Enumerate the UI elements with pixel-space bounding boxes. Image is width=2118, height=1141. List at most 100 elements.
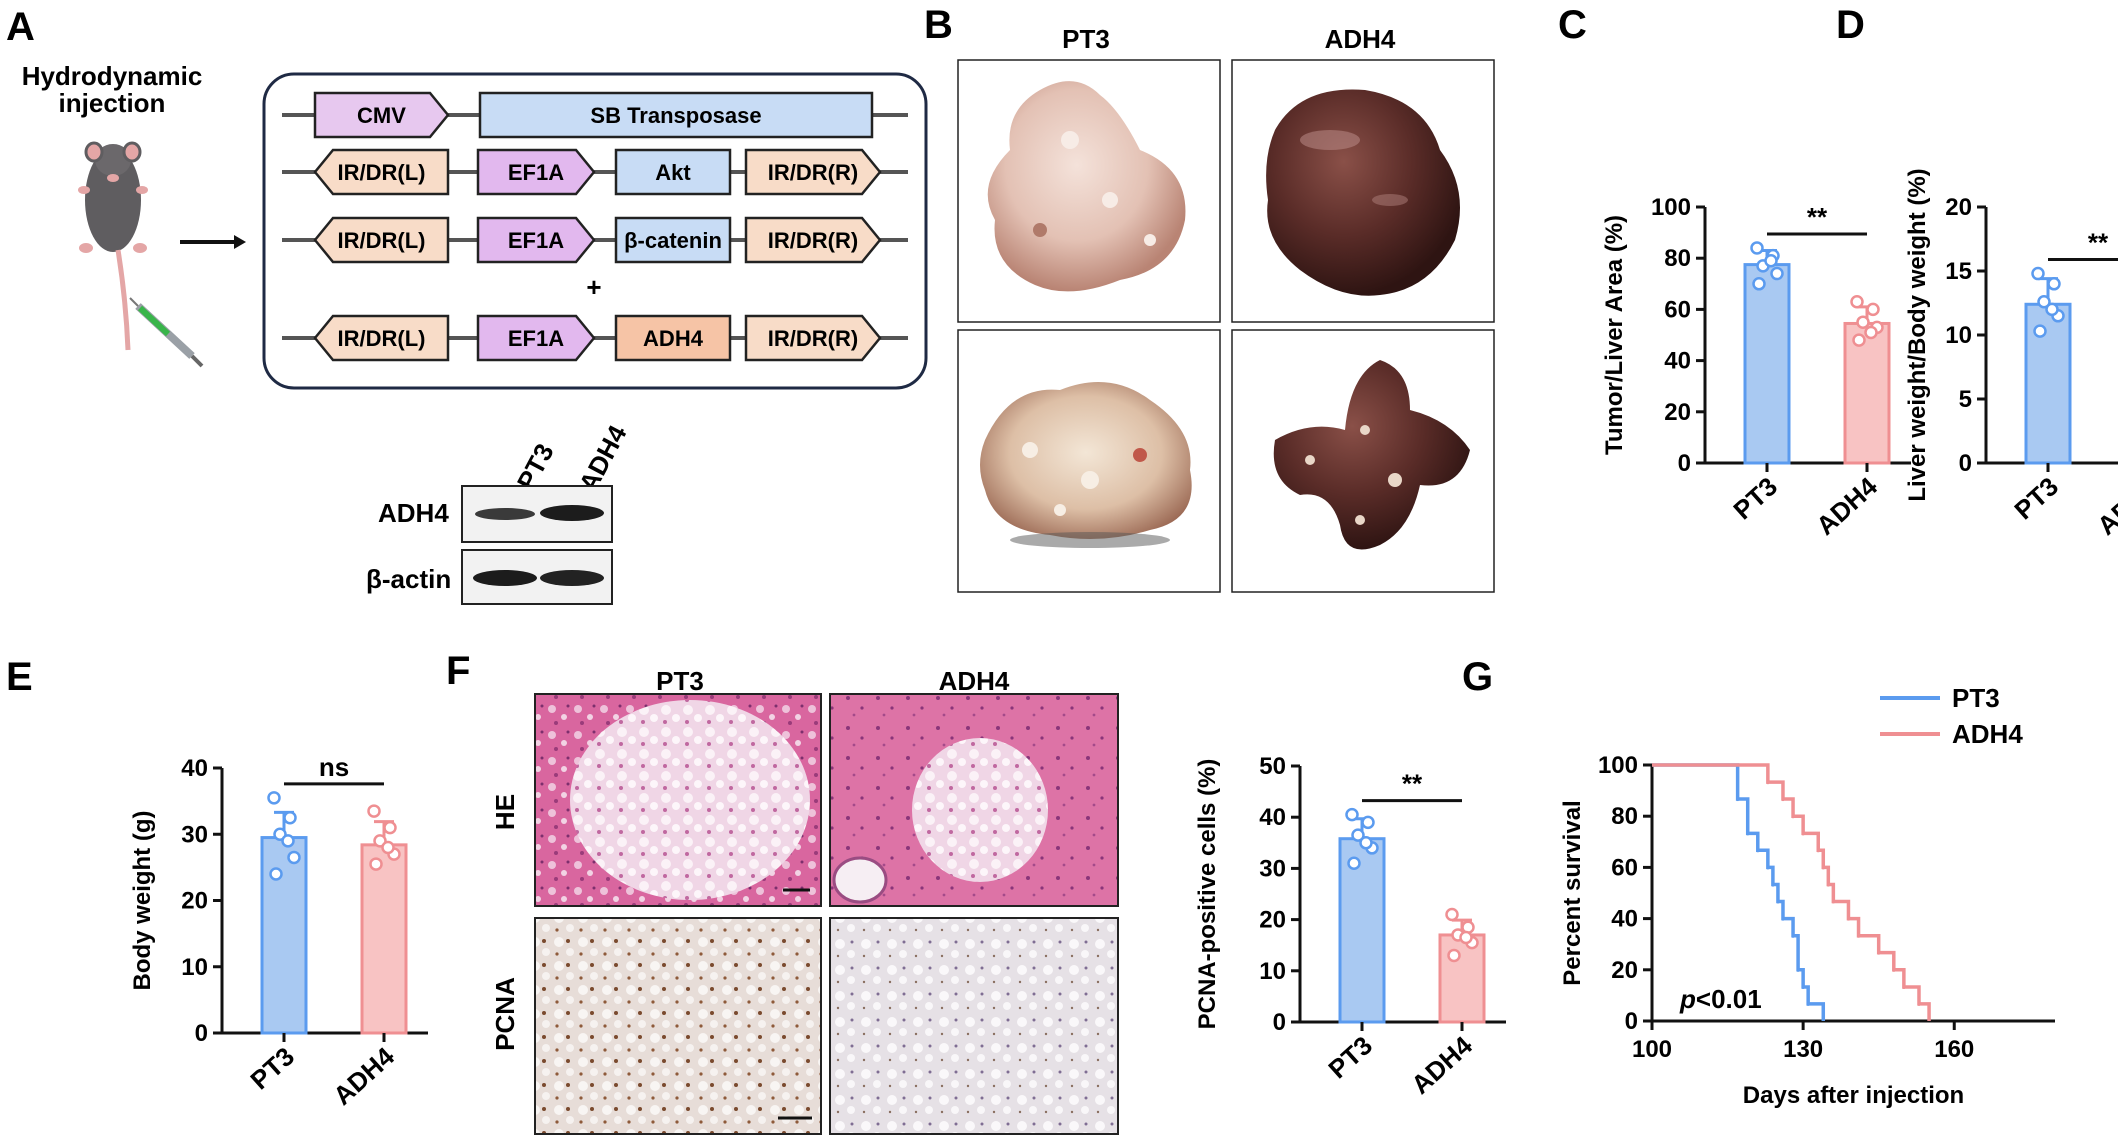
- construct-element-label: ADH4: [643, 326, 704, 351]
- data-point: [283, 810, 297, 825]
- data-point: [1447, 948, 1461, 963]
- data-point: [1864, 325, 1878, 340]
- construct-element: [744, 314, 882, 362]
- data-point: [2033, 324, 2047, 338]
- panel-d-label: D: [1836, 3, 1865, 47]
- panel-f-row-he: HE: [490, 794, 520, 830]
- data-point: [1770, 266, 1784, 281]
- legend-label-pt3: PT3: [1952, 683, 2000, 713]
- syringe-icon: [129, 297, 204, 368]
- construct-element: [313, 148, 450, 196]
- panel-f-label: F: [446, 649, 470, 693]
- y-tick-label: 15: [1945, 258, 1972, 285]
- x-tick-label: PT3: [2009, 471, 2065, 525]
- construct-element: [614, 314, 732, 362]
- construct-element-label: EF1A: [508, 228, 564, 253]
- x-tick-label: ADH4: [1405, 1030, 1478, 1100]
- injection-label-line2: injection: [59, 88, 166, 118]
- construct-element: [476, 314, 596, 362]
- construct-element: [614, 216, 732, 264]
- construct-element-label: β-catenin: [624, 228, 722, 253]
- panel-f-col-adh4: ADH4: [939, 666, 1010, 696]
- construct-element-label: IR/DR(R): [768, 160, 858, 185]
- liver-photo-adh4-top: [1266, 89, 1460, 296]
- legend-label-adh4: ADH4: [1952, 719, 2023, 749]
- construct-frame: [262, 72, 928, 390]
- liver-photo-pt3-top: [987, 81, 1186, 292]
- data-point: [1445, 907, 1459, 922]
- mouse-icon: [78, 141, 148, 351]
- y-tick-label: 20: [1611, 957, 1638, 984]
- data-point: [1361, 815, 1375, 830]
- data-point: [2047, 277, 2061, 291]
- construct-element: [744, 148, 882, 196]
- data-point: [1752, 277, 1766, 291]
- blot-row-adh4: ADH4: [378, 498, 449, 528]
- y-tick-label: 0: [1959, 450, 1972, 477]
- liver-photo-adh4-bottom: [1273, 360, 1470, 550]
- y-tick-label: 20: [1664, 399, 1691, 426]
- data-point: [1852, 333, 1866, 347]
- significance-label: ns: [319, 752, 349, 782]
- y-axis-label: Liver weight/Body weight (%): [1904, 168, 1931, 501]
- arrow-icon: [180, 235, 246, 249]
- panel-g-label: G: [1462, 655, 1493, 699]
- x-tick-label: ADH4: [1810, 471, 1883, 541]
- bar-pt3: [1743, 263, 1791, 465]
- y-tick-label: 40: [1664, 348, 1691, 375]
- bar-adh4: [360, 843, 408, 1035]
- panel-c-label: C: [1558, 3, 1587, 47]
- panel-f-row-pcna: PCNA: [490, 977, 520, 1051]
- x-tick-label: ADH4: [327, 1041, 400, 1111]
- y-tick-label: 0: [1678, 450, 1691, 477]
- y-tick-label: 0: [1625, 1008, 1638, 1035]
- data-point: [267, 791, 281, 805]
- data-point: [1351, 828, 1365, 842]
- y-tick-label: 0: [195, 1020, 208, 1047]
- plasmid-constructs: CMV SB Transposase IR/DR(L) EF1A Akt IR/DR(R)…: [282, 91, 908, 362]
- y-tick-label: 5: [1959, 386, 1972, 413]
- data-point: [1764, 254, 1778, 268]
- data-point: [369, 857, 383, 871]
- bar-pt3: [1338, 837, 1386, 1024]
- x-tick-label: 160: [1934, 1036, 1974, 1063]
- data-point: [281, 834, 295, 848]
- data-point: [269, 867, 283, 881]
- construct-element-label: CMV: [357, 103, 406, 128]
- y-tick-label: 100: [1598, 752, 1638, 779]
- liver-photo-pt3-bottom: [980, 382, 1192, 548]
- panel-a: A Hydrodynamic injection CMV S: [6, 5, 928, 605]
- blot-row-actin: β-actin: [366, 564, 451, 594]
- data-point: [1459, 930, 1473, 945]
- construct-element: [744, 216, 882, 264]
- data-point: [1347, 856, 1361, 871]
- y-tick-label: 40: [1611, 906, 1638, 933]
- bar-pt3: [2024, 302, 2072, 465]
- y-tick-label: 60: [1611, 854, 1638, 881]
- construct-element: [313, 216, 450, 264]
- bar-pt3: [260, 836, 308, 1035]
- y-tick-label: 40: [1259, 804, 1286, 831]
- y-axis-label: Tumor/Liver Area (%): [1601, 215, 1628, 455]
- western-blot: PT3 ADH4 ADH4 β-actin: [366, 420, 633, 605]
- bar-adh4: [1438, 933, 1486, 1024]
- construct-element-label: IR/DR(R): [768, 326, 858, 351]
- panel-f-col-pt3: PT3: [656, 666, 704, 696]
- significance-label: **: [2088, 228, 2109, 258]
- data-point: [1856, 315, 1870, 329]
- construct-element-label: IR/DR(L): [338, 326, 426, 351]
- pcna-image-pt3: [534, 917, 822, 1135]
- y-tick-label: 60: [1664, 296, 1691, 323]
- pcna-image-adh4: [829, 917, 1119, 1135]
- panel-e-label: E: [6, 655, 33, 699]
- x-tick-label: 130: [1783, 1036, 1823, 1063]
- x-tick-label: PT3: [245, 1041, 301, 1095]
- y-tick-label: 10: [1259, 958, 1286, 985]
- construct-element-label: Akt: [655, 160, 691, 185]
- construct-element-label: IR/DR(L): [338, 160, 426, 185]
- construct-element-label: EF1A: [508, 160, 564, 185]
- p-value-text: <0.01: [1696, 984, 1762, 1014]
- p-value-symbol: p: [1679, 984, 1696, 1014]
- plus-sign: +: [586, 272, 601, 302]
